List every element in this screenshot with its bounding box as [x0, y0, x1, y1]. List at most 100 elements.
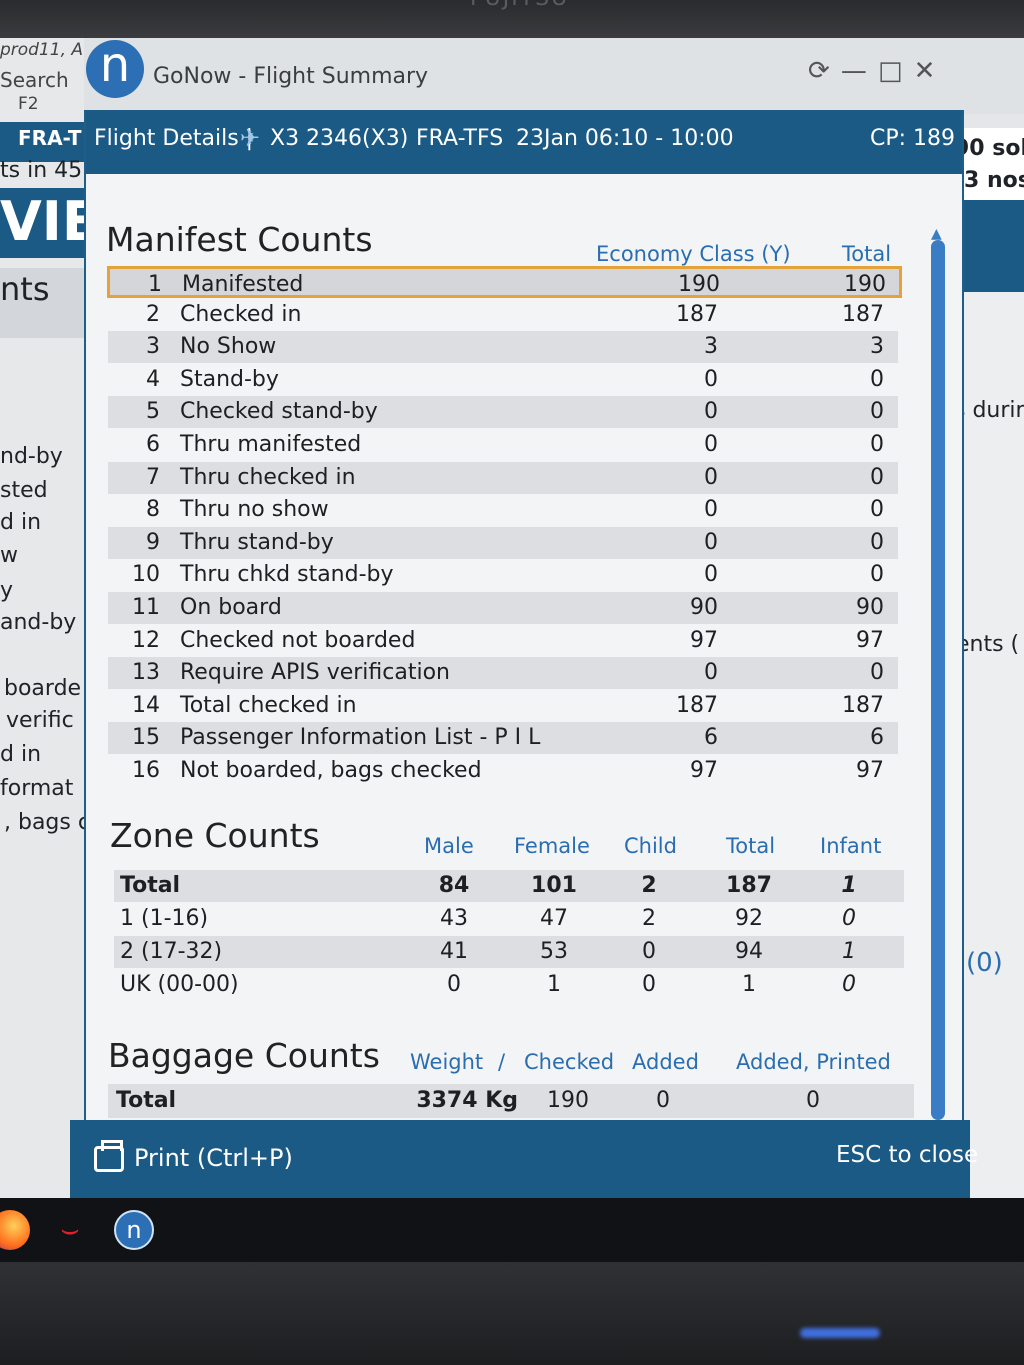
- infant-value: 0: [842, 906, 856, 931]
- gonow-logo: n: [86, 40, 144, 98]
- monitor-bezel-bottom: [0, 1262, 1024, 1365]
- row-label: Not boarded, bags checked: [180, 758, 482, 783]
- row-number: 1: [148, 272, 162, 297]
- background-text: d in: [0, 510, 42, 535]
- male-value: 41: [440, 939, 468, 964]
- zone-label: 2 (17-32): [120, 939, 223, 964]
- background-header: [0, 122, 84, 162]
- economy-value: 0: [704, 562, 718, 588]
- total-value: 0: [870, 660, 884, 686]
- total-value: 97: [856, 627, 884, 653]
- row-label: No Show: [180, 334, 277, 360]
- added-printed-value: 0: [806, 1088, 820, 1113]
- economy-value: 97: [690, 758, 718, 783]
- row-number: 3: [146, 334, 160, 360]
- zone-total-value: 92: [735, 906, 763, 931]
- col-weight: Weight: [410, 1050, 484, 1074]
- economy-value: 97: [690, 627, 718, 653]
- economy-value: 0: [704, 497, 718, 523]
- monitor-bezel-top: FUJITSU: [0, 0, 1024, 40]
- row-number: 5: [146, 399, 160, 425]
- infant-value: 0: [842, 972, 856, 997]
- col-economy-class: Economy Class (Y): [596, 242, 791, 266]
- background-text: nd-by: [0, 444, 63, 469]
- background-title-strip: [0, 38, 1024, 114]
- col-male: Male: [424, 834, 474, 858]
- economy-value: 0: [704, 432, 718, 457]
- total-value: 0: [870, 432, 884, 457]
- header-date-time: 23Jan 06:10 - 10:00: [516, 126, 734, 151]
- row-label: On board: [180, 595, 282, 620]
- manifest-row[interactable]: 1 Manifested 190 190: [107, 266, 902, 298]
- manifest-row[interactable]: 14 Total checked in 187 187: [108, 690, 898, 722]
- window-title: GoNow - Flight Summary: [153, 64, 429, 89]
- printer-icon: [94, 1140, 124, 1172]
- screen: FRA-T ts in 45 VIE nts nd-by sted d in w…: [0, 38, 1024, 1264]
- total-value: 0: [870, 399, 884, 425]
- maximize-icon[interactable]: □: [877, 56, 903, 86]
- manifest-row[interactable]: 9 Thru stand-by 0 0: [108, 526, 898, 559]
- print-button[interactable]: Print (Ctrl+P): [94, 1140, 293, 1172]
- col-separator: /: [498, 1050, 506, 1074]
- search-link[interactable]: Search: [0, 68, 69, 92]
- added-value: 0: [656, 1088, 670, 1113]
- male-value: 43: [440, 906, 468, 931]
- monitor-brand-logo: FUJITSU: [470, 0, 570, 11]
- manifest-row[interactable]: 4 Stand-by 0 0: [108, 364, 898, 396]
- scrollbar[interactable]: ▲ ▼: [929, 226, 949, 1138]
- total-value: 0: [870, 562, 884, 588]
- manifest-row[interactable]: 11 On board 90 90: [108, 592, 898, 624]
- zone-row: 1 (1-16) 43 47 2 92 0: [114, 903, 904, 935]
- economy-value: 0: [704, 529, 718, 555]
- power-led: [800, 1328, 880, 1338]
- minimize-icon[interactable]: —: [840, 56, 867, 86]
- child-value: 0: [642, 939, 656, 964]
- manifest-row[interactable]: 15 Passenger Information List - P I L 6 6: [108, 722, 898, 755]
- manifest-row[interactable]: 7 Thru checked in 0 0: [108, 461, 898, 494]
- refresh-icon[interactable]: ⟳: [808, 56, 830, 86]
- scroll-thumb[interactable]: [931, 240, 945, 1120]
- economy-value: 190: [678, 272, 720, 297]
- manifest-row[interactable]: 6 Thru manifested 0 0: [108, 429, 898, 461]
- manifest-row[interactable]: 2 Checked in 187 187: [108, 299, 898, 331]
- manifest-row[interactable]: 3 No Show 3 3: [108, 331, 898, 364]
- tui-icon[interactable]: ⌣: [60, 1212, 80, 1247]
- dialog-footer: Print (Ctrl+P) ESC to close: [70, 1120, 978, 1198]
- esc-close-hint[interactable]: ESC to close: [836, 1142, 979, 1168]
- economy-value: 0: [704, 399, 718, 425]
- child-value: 2: [642, 906, 656, 931]
- background-banner: [0, 188, 84, 258]
- manifest-row[interactable]: 10 Thru chkd stand-by 0 0: [108, 559, 898, 591]
- economy-value: 0: [704, 464, 718, 490]
- infant-value: 1: [842, 939, 856, 964]
- total-value: 0: [870, 366, 884, 392]
- manifest-title: Manifest Counts: [106, 220, 373, 259]
- baggage-title: Baggage Counts: [108, 1036, 380, 1075]
- economy-value: 187: [676, 692, 718, 718]
- manifest-row[interactable]: 16 Not boarded, bags checked 97 97: [108, 755, 898, 787]
- gonow-taskbar-icon[interactable]: n: [114, 1210, 154, 1250]
- weight-value: 3374 Kg: [416, 1088, 518, 1113]
- manifest-row[interactable]: 12 Checked not boarded 97 97: [108, 625, 898, 657]
- manifest-row[interactable]: 5 Checked stand-by 0 0: [108, 396, 898, 429]
- background-app-left: FRA-T ts in 45 VIE nts nd-by sted d in w…: [0, 38, 84, 1198]
- background-text: w: [0, 543, 18, 568]
- manifest-row[interactable]: 8 Thru no show 0 0: [108, 494, 898, 526]
- scroll-up-icon[interactable]: ▲: [931, 226, 942, 242]
- infant-value: 1: [841, 873, 857, 898]
- total-value: 6: [870, 725, 884, 751]
- firefox-icon[interactable]: [0, 1210, 30, 1250]
- manifest-row[interactable]: 13 Require APIS verification 0 0: [108, 657, 898, 690]
- female-value: 53: [540, 939, 568, 964]
- checked-value: 190: [547, 1088, 589, 1113]
- zone-row: Total 84 101 2 187 1: [114, 870, 904, 902]
- zone-total-value: 94: [735, 939, 763, 964]
- row-label: Passenger Information List - P I L: [180, 725, 541, 751]
- header-cp: CP: 189: [870, 126, 956, 151]
- row-number: 10: [132, 562, 160, 588]
- total-value: 3: [870, 334, 884, 360]
- row-number: 12: [132, 627, 160, 653]
- background-text: d in: [0, 742, 42, 767]
- close-icon[interactable]: ✕: [913, 56, 936, 86]
